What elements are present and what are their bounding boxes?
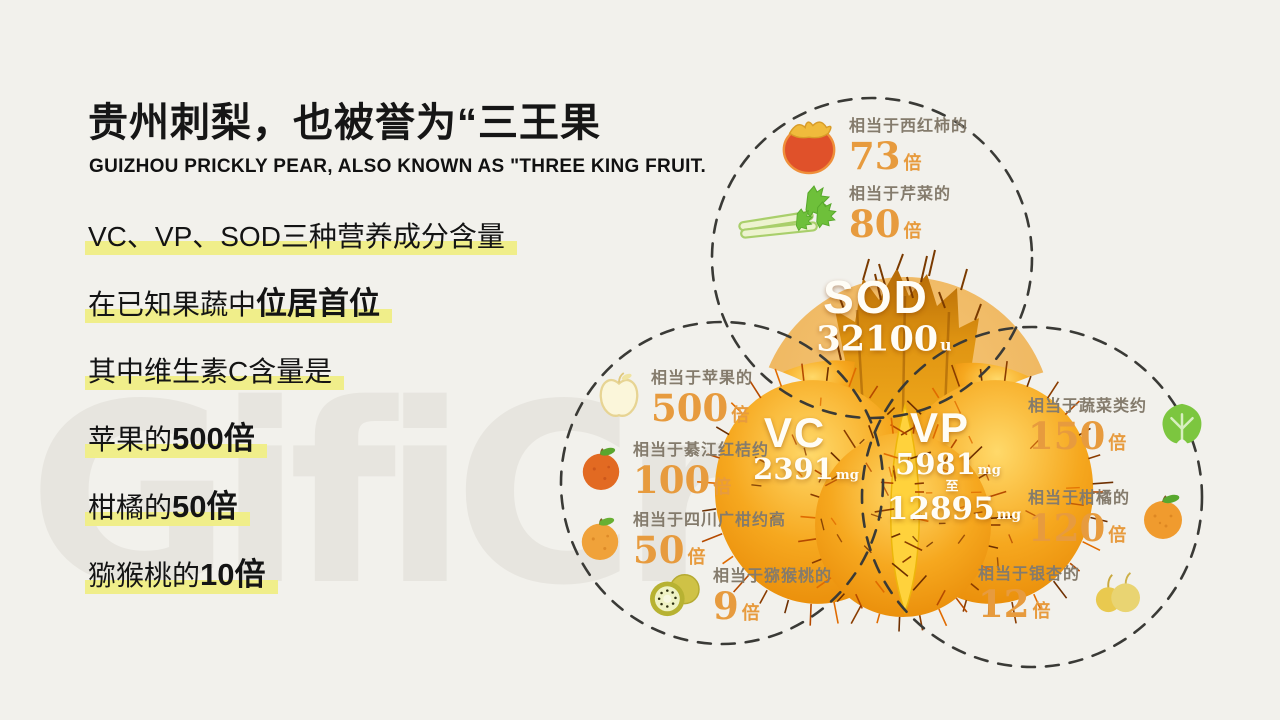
sod-label: SOD [823, 271, 929, 323]
comparison-item: 相当于四川广柑约高 50 倍 [576, 506, 786, 569]
comparison-label: 相当于苹果的 [651, 368, 754, 387]
comparison-value: 12 倍 [978, 582, 1051, 626]
comparison-label: 相当于西红柿的 [849, 115, 969, 135]
fruit-spikes [697, 249, 1114, 632]
comparison-value: 50 倍 [633, 528, 706, 572]
comparison-item: 相当于芹菜的 80 倍 [736, 180, 951, 243]
vc-dashed-circle [559, 320, 885, 646]
fruit-center-wedge [890, 402, 920, 615]
sod-dashed-circle [710, 96, 1034, 420]
comparison-value: 80 倍 [849, 202, 922, 246]
comparison-label: 相当于綦江红桔约 [633, 440, 770, 459]
comparison-label: 相当于猕猴桃的 [713, 566, 833, 585]
prickly-pear-fruit-illustration [697, 249, 1114, 632]
comparison-item: 相当于苹果的 500 倍 [596, 364, 753, 427]
comparison-value: 100 倍 [633, 458, 732, 502]
comparison-label: 相当于柑橘的 [1028, 488, 1131, 507]
comparison-value: 500 倍 [651, 386, 750, 430]
citrus-icon [1139, 492, 1187, 540]
comparison-value: 150 倍 [1028, 414, 1127, 458]
page-subtitle: GUIZHOU PRICKLY PEAR, ALSO KNOWN AS "THR… [89, 156, 707, 177]
red-tangerine-icon [578, 445, 624, 491]
comparison-item: 相当于蔬菜类约 150 倍 [1028, 392, 1208, 455]
vp-value-high: 12895 mg [886, 491, 1022, 527]
comparison-label: 相当于四川广柑约高 [633, 510, 787, 529]
sod-value: 32100 u [816, 318, 952, 360]
fact-line: 苹果的500倍 [85, 423, 267, 458]
comparison-value: 73 倍 [849, 133, 922, 178]
ginkgo-icon [1089, 569, 1145, 615]
leafy-greens-icon [1156, 400, 1208, 448]
page-title: 贵州刺梨，也被誉为“三王果 [88, 101, 601, 145]
vp-label: VP [909, 404, 971, 451]
comparison-item: 相当于猕猴桃的 9 倍 [646, 562, 832, 625]
comparison-item: 相当于银杏的 12 倍 [978, 560, 1145, 623]
venn-diagram [559, 96, 1204, 669]
vp-dashed-circle [860, 325, 1204, 669]
fact-line: 柑橘的50倍 [85, 491, 250, 526]
vp-range-connector: 至 [945, 479, 959, 495]
facts-list: VC、VP、SOD三种营养成分含量 在已知果蔬中位居首位 其中维生素C含量是 苹果的5… [85, 222, 517, 628]
comparison-label: 相当于蔬菜类约 [1028, 396, 1148, 415]
vc-label: VC [763, 409, 827, 456]
orange-icon [576, 515, 624, 561]
vc-value: 2391 mg [753, 452, 859, 486]
comparison-item: 相当于西红柿的 73 倍 [778, 110, 968, 176]
comparison-label: 相当于银杏的 [978, 564, 1081, 583]
comparison-label: 相当于芹菜的 [849, 184, 952, 203]
comparison-value: 120 倍 [1028, 506, 1127, 550]
fact-line: 猕猴桃的10倍 [85, 559, 278, 594]
tomato-icon [778, 110, 840, 176]
celery-icon [736, 181, 840, 243]
comparison-item: 相当于柑橘的 120 倍 [1028, 484, 1187, 547]
apple-icon [596, 371, 642, 421]
vp-value-low: 5981 mg [895, 447, 1001, 481]
fact-line: 其中维生素C含量是 [85, 357, 345, 390]
kiwi-icon [646, 569, 704, 619]
fact-line: VC、VP、SOD三种营养成分含量 [85, 222, 517, 255]
fact-line: 在已知果蔬中位居首位 [85, 288, 393, 323]
comparison-item: 相当于綦江红桔约 100 倍 [578, 436, 769, 499]
